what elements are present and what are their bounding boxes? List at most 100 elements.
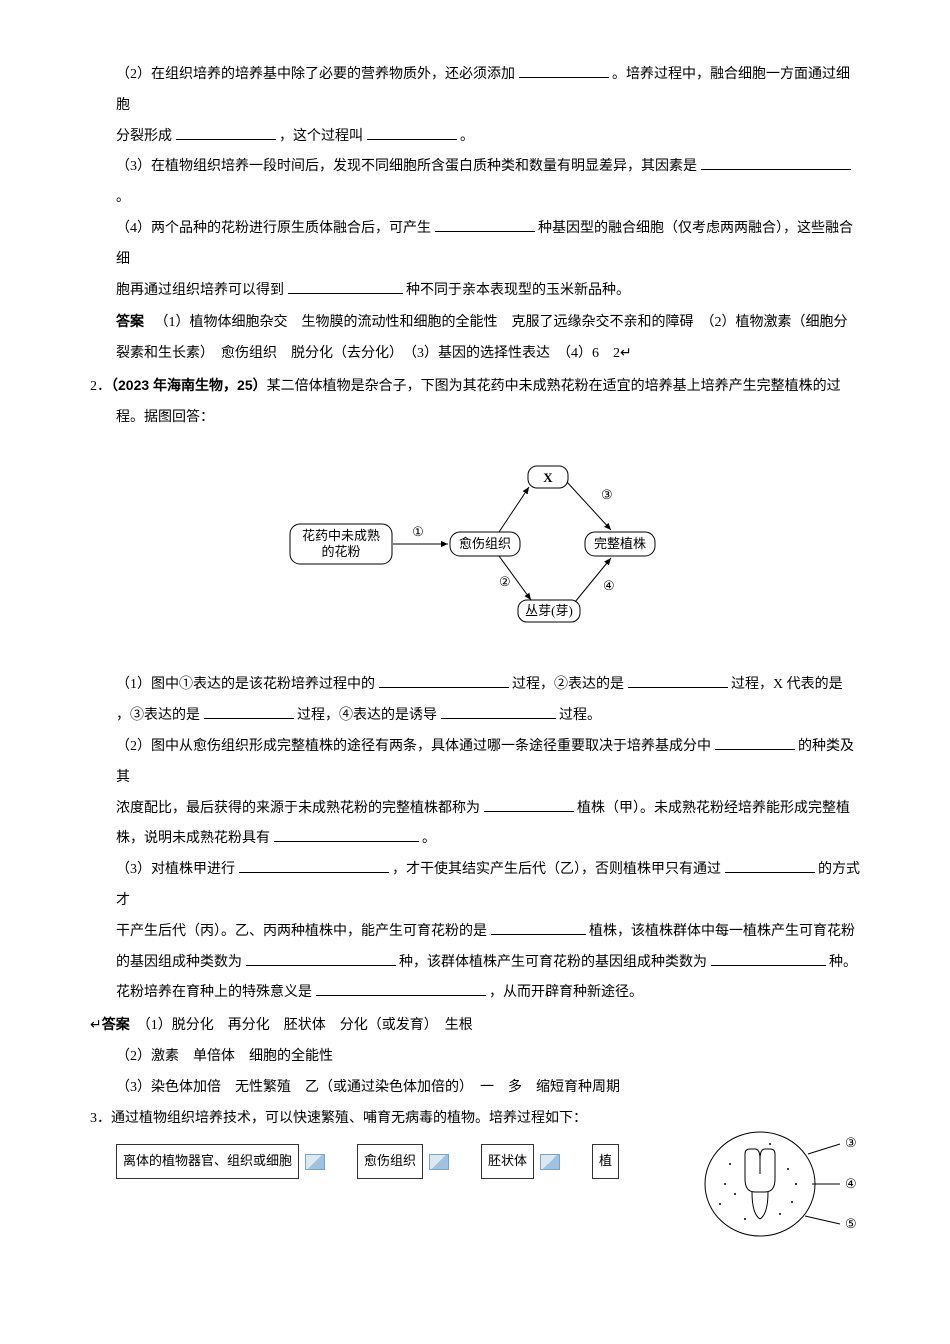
text: 过程，④表达的是诱导 <box>297 708 437 723</box>
blank <box>204 703 294 719</box>
text: ，③表达的是 <box>116 708 200 723</box>
blank <box>379 672 509 688</box>
node-mid: 愈伤组织 <box>459 536 511 551</box>
q-text: 某二倍体植物是杂合子，下图为其花药中未成熟花粉在适宜的培养基上培养产生完整植株的… <box>267 379 841 394</box>
text: 株，说明未成熟花粉具有 <box>116 831 270 846</box>
q2-p3: （3）对植株甲进行 ，才干使其结实产生后代（乙），否则植株甲只有通过 的方式才 <box>90 855 860 917</box>
blank <box>288 277 403 293</box>
q1-para4b: 胞再通过组织培养可以得到 种不同于亲本表现型的玉米新品种。 <box>90 276 860 307</box>
text: 。 <box>116 190 130 205</box>
text: ，从而开辟育种新途径。 <box>489 985 643 1000</box>
text: 。 <box>422 831 436 846</box>
text: 花粉培养在育种上的特殊意义是 <box>116 985 312 1000</box>
q1-answer: 答案 （1）植物体细胞杂交 生物膜的流动性和细胞的全能性 克服了远缘杂交不亲和的… <box>90 306 860 370</box>
blank <box>491 918 586 934</box>
q2-p2b: 浓度配比，最后获得的来源于未成熟花粉的完整植株都称为 植株（甲）。未成熟花粉经培… <box>90 794 860 825</box>
q2-diagram: 花药中未成熟 的花粉 愈伤组织 完整植株 X 丛芽(芽) ① ③ ② ④ <box>90 452 860 645</box>
q1-para4: （4）两个品种的花粉进行原生质体融合后，可产生 种基因型的融合细胞（仅考虑两两融… <box>90 214 860 276</box>
flow-box-4: 植 <box>592 1144 619 1179</box>
node-bottom: 丛芽(芽) <box>525 603 573 618</box>
blank <box>484 795 574 811</box>
text: 3．通过植物组织培养技术，可以快速繁殖、哺育无病毒的植物。培养过程如下： <box>90 1111 587 1126</box>
text: 胞再通过组织培养可以得到 <box>116 283 284 298</box>
text: 种。 <box>829 955 857 970</box>
q3-flow: 离体的植物器官、组织或细胞 愈伤组织 胚状体 植 <box>116 1144 700 1179</box>
text: ，这个过程叫 <box>279 129 363 144</box>
embryo-label-5: ⑤ <box>845 1216 857 1231</box>
label-1: ① <box>412 524 424 539</box>
q2-p1: （1）图中①表达的是该花粉培养过程中的 过程，②表达的是 过程，X 代表的是 <box>90 670 860 701</box>
blank <box>628 672 728 688</box>
flow-box-3: 胚状体 <box>481 1144 534 1179</box>
text: 的基因组成种类数为 <box>116 955 242 970</box>
text: （2）在组织培养的培养基中除了必要的营养物质外，还必须添加 <box>116 67 515 82</box>
answer-label: 答案 <box>116 313 144 329</box>
blank <box>519 62 609 78</box>
q1-para2b: 分裂形成 ，这个过程叫 。 <box>90 122 860 153</box>
label-4: ④ <box>603 578 615 593</box>
flow-box-1: 离体的植物器官、组织或细胞 <box>116 1144 299 1179</box>
q2-answer-line1: ↵答案 （1）脱分化 再分化 胚状体 分化（或发育） 生根 <box>90 1009 860 1042</box>
text: 植株，该植株群体中每一植株产生可育花粉 <box>589 924 855 939</box>
q2-answer-line3: （3）染色体加倍 无性繁殖 乙（或通过染色体加倍的） 一 多 缩短育种周期 <box>90 1073 860 1104</box>
q2-answer-line2: （2）激素 单倍体 细胞的全能性 <box>90 1042 860 1073</box>
blank <box>715 734 795 750</box>
q-number: 2． <box>90 379 111 394</box>
label-3: ③ <box>601 487 613 502</box>
text: 种不同于亲本表现型的玉米新品种。 <box>406 283 630 298</box>
blank <box>367 123 457 139</box>
text: 浓度配比，最后获得的来源于未成熟花粉的完整植株都称为 <box>116 801 480 816</box>
q1-para3: （3）在植物组织培养一段时间后，发现不同细胞所含蛋白质种类和数量有明显差异，其因… <box>90 152 860 214</box>
ans-prefix: ↵ <box>90 1018 102 1033</box>
q2-p1b: ，③表达的是 过程，④表达的是诱导 过程。 <box>90 701 860 732</box>
text: 植株（甲）。未成熟花粉经培养能形成完整植 <box>577 801 850 816</box>
blank <box>711 949 826 965</box>
text: （3）在植物组织培养一段时间后，发现不同细胞所含蛋白质种类和数量有明显差异，其因… <box>116 159 697 174</box>
blank <box>441 703 556 719</box>
blank <box>274 826 419 842</box>
q2-p3d: 花粉培养在育种上的特殊意义是 ，从而开辟育种新途径。 <box>90 978 860 1009</box>
arrow-icon <box>305 1154 325 1170</box>
text: （1）图中①表达的是该花粉培养过程中的 <box>116 677 375 692</box>
blank <box>239 857 389 873</box>
node-left-l2: 的花粉 <box>321 544 360 559</box>
blank <box>176 123 276 139</box>
text: 过程，②表达的是 <box>512 677 624 692</box>
text: 过程。 <box>559 708 601 723</box>
flow-box-2: 愈伤组织 <box>357 1144 423 1179</box>
answer-text: （3）染色体加倍 无性繁殖 乙（或通过染色体加倍的） 一 多 缩短育种周期 <box>116 1080 620 1095</box>
text: ，才干使其结实产生后代（乙），否则植株甲只有通过 <box>392 862 721 877</box>
q2-p2: （2）图中从愈伤组织形成完整植株的途径有两条，具体通过哪一条途径重要取决于培养基… <box>90 732 860 794</box>
embryo-diagram: ③ ④ ⑤ <box>700 1124 860 1257</box>
q2-p3c: 的基因组成种类数为 种，该群体植株产生可育花粉的基因组成种类数为 种。 <box>90 948 860 979</box>
q2-header: 2．（2023 年海南生物，25）某二倍体植物是杂合子，下图为其花药中未成熟花粉… <box>90 370 860 403</box>
blank <box>246 949 396 965</box>
text: 种，该群体植株产生可育花粉的基因组成种类数为 <box>399 955 707 970</box>
embryo-label-4: ④ <box>845 1176 857 1191</box>
node-top: X <box>543 470 553 485</box>
blank <box>725 857 815 873</box>
q2-p3b: 干产生后代（丙）。乙、丙两种植株中，能产生可育花粉的是 植株，该植株群体中每一植… <box>90 917 860 948</box>
arrow-icon <box>540 1154 560 1170</box>
text: 程。据图回答： <box>116 410 214 425</box>
q-source: （2023 年海南生物，25） <box>111 377 267 393</box>
node-left-l1: 花药中未成熟 <box>302 528 380 543</box>
text: 分裂形成 <box>116 129 172 144</box>
blank <box>435 216 535 232</box>
arrow-icon <box>429 1154 449 1170</box>
embryo-label-3: ③ <box>845 1135 857 1150</box>
label-2: ② <box>499 574 511 589</box>
answer-text: （1）植物体细胞杂交 生物膜的流动性和细胞的全能性 克服了远缘杂交不亲和的障碍 … <box>116 315 848 361</box>
answer-text: （1）脱分化 再分化 胚状体 分化（或发育） 生根 <box>130 1018 473 1033</box>
text: 干产生后代（丙）。乙、丙两种植株中，能产生可育花粉的是 <box>116 924 487 939</box>
q2-header2: 程。据图回答： <box>90 403 860 434</box>
flowchart-svg: 花药中未成熟 的花粉 愈伤组织 完整植株 X 丛芽(芽) ① ③ ② ④ <box>285 452 665 632</box>
answer-label: 答案 <box>102 1016 130 1032</box>
text: （3）对植株甲进行 <box>116 862 235 877</box>
blank <box>701 154 851 170</box>
text: （2）图中从愈伤组织形成完整植株的途径有两条，具体通过哪一条途径重要取决于培养基… <box>116 739 711 754</box>
text: 。 <box>460 129 474 144</box>
answer-text: （2）激素 单倍体 细胞的全能性 <box>116 1049 333 1064</box>
text: （4）两个品种的花粉进行原生质体融合后，可产生 <box>116 221 431 236</box>
q2-p2c: 株，说明未成熟花粉具有 。 <box>90 824 860 855</box>
